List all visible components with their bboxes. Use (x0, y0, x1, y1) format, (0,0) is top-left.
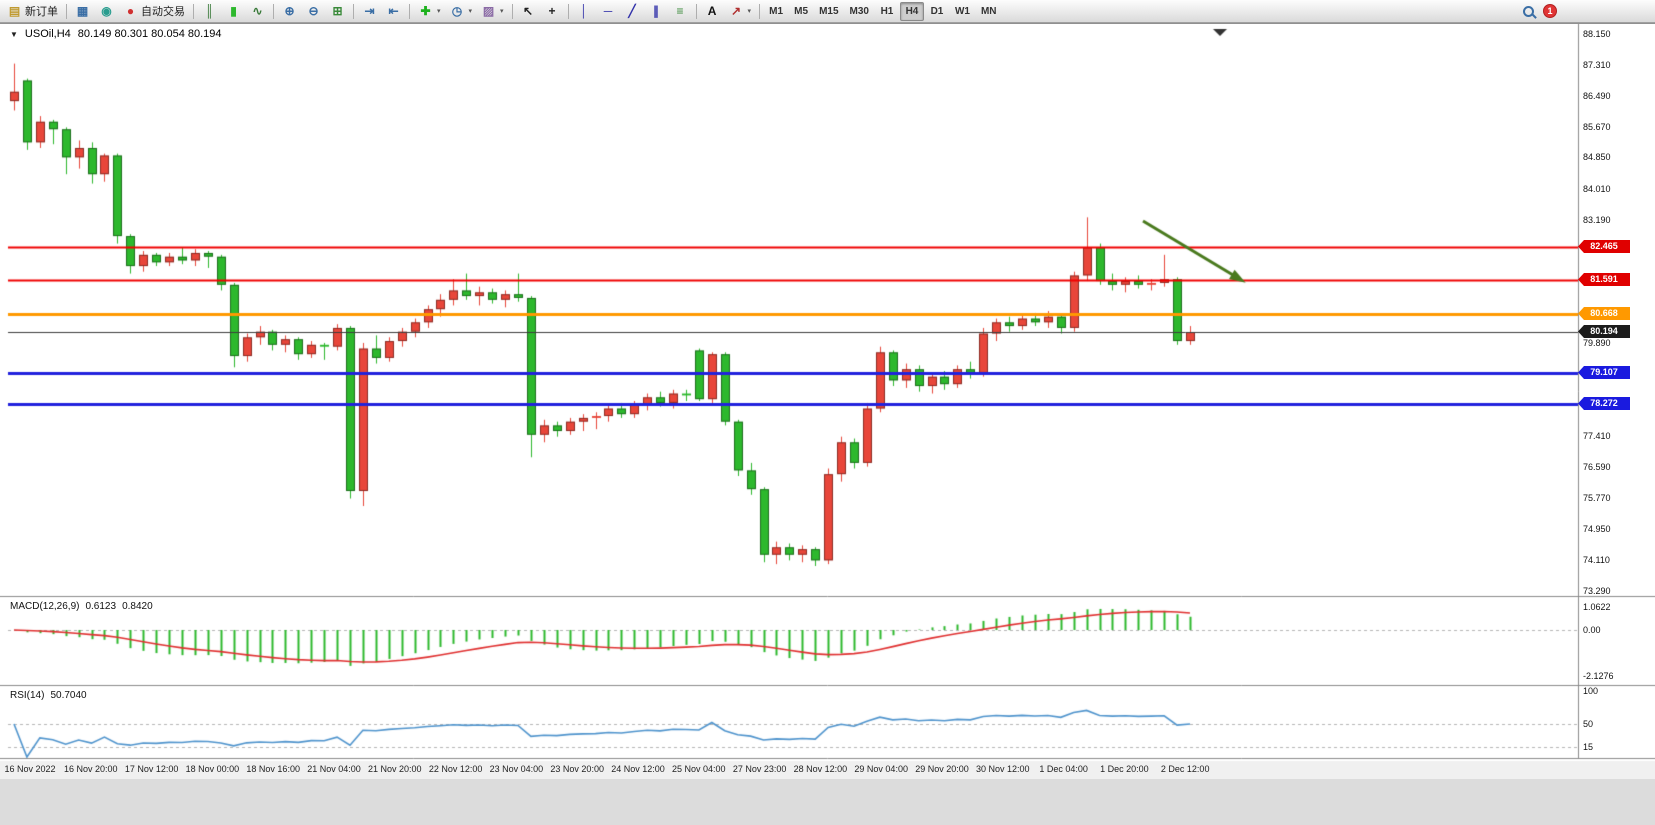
horizontal-line-button[interactable]: ─ (597, 1, 620, 21)
macd-name: MACD(12,26,9) (10, 601, 80, 612)
chart-canvas[interactable] (0, 24, 1655, 779)
crosshair-button[interactable]: + (541, 1, 564, 21)
zoom-out-icon: ⊖ (308, 3, 319, 18)
globe-icon: ◉ (101, 3, 112, 18)
indicators-button[interactable]: ✚ ▾ (414, 1, 445, 21)
tile-windows-icon: ⊞ (332, 3, 343, 18)
new-order-button[interactable]: ▤ 新订单 (3, 1, 62, 21)
chart-symbol-period: USOil,H4 (24, 28, 71, 40)
toolbar-separator (695, 3, 697, 19)
cursor-button[interactable]: ↖ (517, 1, 540, 21)
main-toolbar: ▤ 新订单 ▦ ◉ ● 自动交易 ║ ▮ ∿ ⊕ ⊖ ⊞ ⇥ ⇤ ✚ ▾ ◷ ▾ ▨ ▾ ↖ + │ ─ ╱ ∥ ≡ A ↗ ▾ M1 M5 M… (0, 0, 1655, 23)
timeframe-m5-button[interactable]: M5 (789, 2, 813, 21)
toolbar-separator (66, 3, 67, 19)
bar-chart-mode-button[interactable]: ║ (198, 1, 221, 21)
zoom-in-icon: ⊕ (284, 3, 295, 18)
arrows-icon: ↗ (731, 3, 742, 18)
toolbar-separator (273, 3, 274, 19)
macd-signal-value: 0.8420 (122, 601, 153, 612)
timeframe-mn-button[interactable]: MN (976, 2, 1002, 21)
search-icon[interactable] (1523, 5, 1534, 17)
macd-main-value: 0.6123 (85, 601, 117, 612)
auto-trading-label: 自动交易 (141, 6, 185, 18)
timeframe-h4-button[interactable]: H4 (899, 1, 924, 21)
templates-button[interactable]: ▨ ▾ (477, 1, 508, 21)
crosshair-icon: + (548, 3, 556, 18)
line-chart-mode-button[interactable]: ∿ (246, 1, 269, 21)
toolbar-separator (759, 3, 761, 19)
new-order-icon: ▤ (8, 3, 21, 18)
toolbar-separator (511, 3, 513, 19)
fibonacci-icon: ≡ (676, 3, 684, 18)
text-tool-button[interactable]: A (701, 1, 724, 21)
toolbar-separator (409, 3, 410, 19)
chart-shift-icon: ⇤ (388, 3, 399, 18)
macd-indicator-label: MACD(12,26,9) 0.6123 0.8420 (10, 601, 153, 612)
timeframe-m30-button[interactable]: M30 (845, 2, 874, 21)
notification-badge[interactable]: 1 (1543, 4, 1557, 18)
chart-ohlc-values: 80.149 80.301 80.054 80.194 (77, 28, 222, 40)
chevron-down-icon: ▾ (468, 8, 473, 15)
periods-button[interactable]: ◷ ▾ (446, 1, 477, 21)
autotrade-icon: ● (126, 3, 135, 18)
chevron-down-icon: ▾ (500, 8, 504, 15)
zoom-out-button[interactable]: ⊖ (302, 1, 325, 21)
template-icon: ▨ (482, 3, 495, 18)
timeframe-m1-button[interactable]: M1 (764, 2, 788, 21)
fibonacci-button[interactable]: ≡ (669, 1, 692, 21)
timeframe-w1-button[interactable]: W1 (950, 2, 975, 21)
trendline-icon: ╱ (628, 3, 636, 18)
clock-icon: ◷ (451, 3, 463, 18)
hline-icon: ─ (603, 3, 613, 18)
rsi-value: 50.7040 (50, 690, 87, 701)
trendline-button[interactable]: ╱ (621, 1, 644, 21)
chevron-down-icon: ▾ (747, 8, 752, 15)
ohlc-bars-icon: ║ (205, 3, 214, 18)
text-icon: A (707, 3, 717, 18)
toolbar-separator (193, 3, 194, 19)
line-chart-icon: ∿ (252, 3, 263, 18)
toolbar-separator (353, 3, 354, 19)
zoom-in-button[interactable]: ⊕ (278, 1, 301, 21)
equidistant-channel-button[interactable]: ∥ (645, 1, 668, 21)
toolbar-right-group: 1 (1523, 4, 1652, 18)
rsi-name: RSI(14) (10, 690, 45, 701)
timeframe-d1-button[interactable]: D1 (925, 2, 949, 21)
market-watch-button[interactable]: ◉ (95, 1, 118, 21)
chart-title: ▼ USOil,H4 80.149 80.301 80.054 80.194 (10, 28, 222, 40)
chart-menu-icon[interactable]: ▼ (10, 29, 18, 39)
chart-shift-button[interactable]: ⇤ (382, 1, 405, 21)
chart-window: ▼ USOil,H4 80.149 80.301 80.054 80.194 M… (0, 23, 1655, 779)
timeframe-h1-button[interactable]: H1 (875, 2, 899, 21)
open-chart-button[interactable]: ▦ (71, 1, 94, 21)
chart-window-icon: ▦ (76, 3, 89, 18)
auto-trading-button[interactable]: ● 自动交易 (119, 1, 189, 21)
candlestick-mode-button[interactable]: ▮ (222, 1, 245, 21)
candles-icon: ▮ (230, 3, 237, 18)
new-order-label: 新订单 (25, 6, 58, 18)
indicators-icon: ✚ (420, 3, 431, 18)
cursor-icon: ↖ (523, 3, 534, 18)
timeframe-m15-button[interactable]: M15 (814, 2, 843, 21)
vline-icon: │ (580, 3, 588, 18)
rsi-indicator-label: RSI(14) 50.7040 (10, 690, 87, 701)
chevron-down-icon: ▾ (437, 8, 441, 15)
auto-scroll-icon: ⇥ (364, 3, 375, 18)
toolbar-separator (567, 3, 569, 19)
channel-icon: ∥ (653, 3, 660, 18)
tile-windows-button[interactable]: ⊞ (326, 1, 349, 21)
vertical-line-button[interactable]: │ (573, 1, 596, 21)
auto-scroll-button[interactable]: ⇥ (358, 1, 381, 21)
arrows-tool-button[interactable]: ↗ ▾ (725, 1, 756, 21)
